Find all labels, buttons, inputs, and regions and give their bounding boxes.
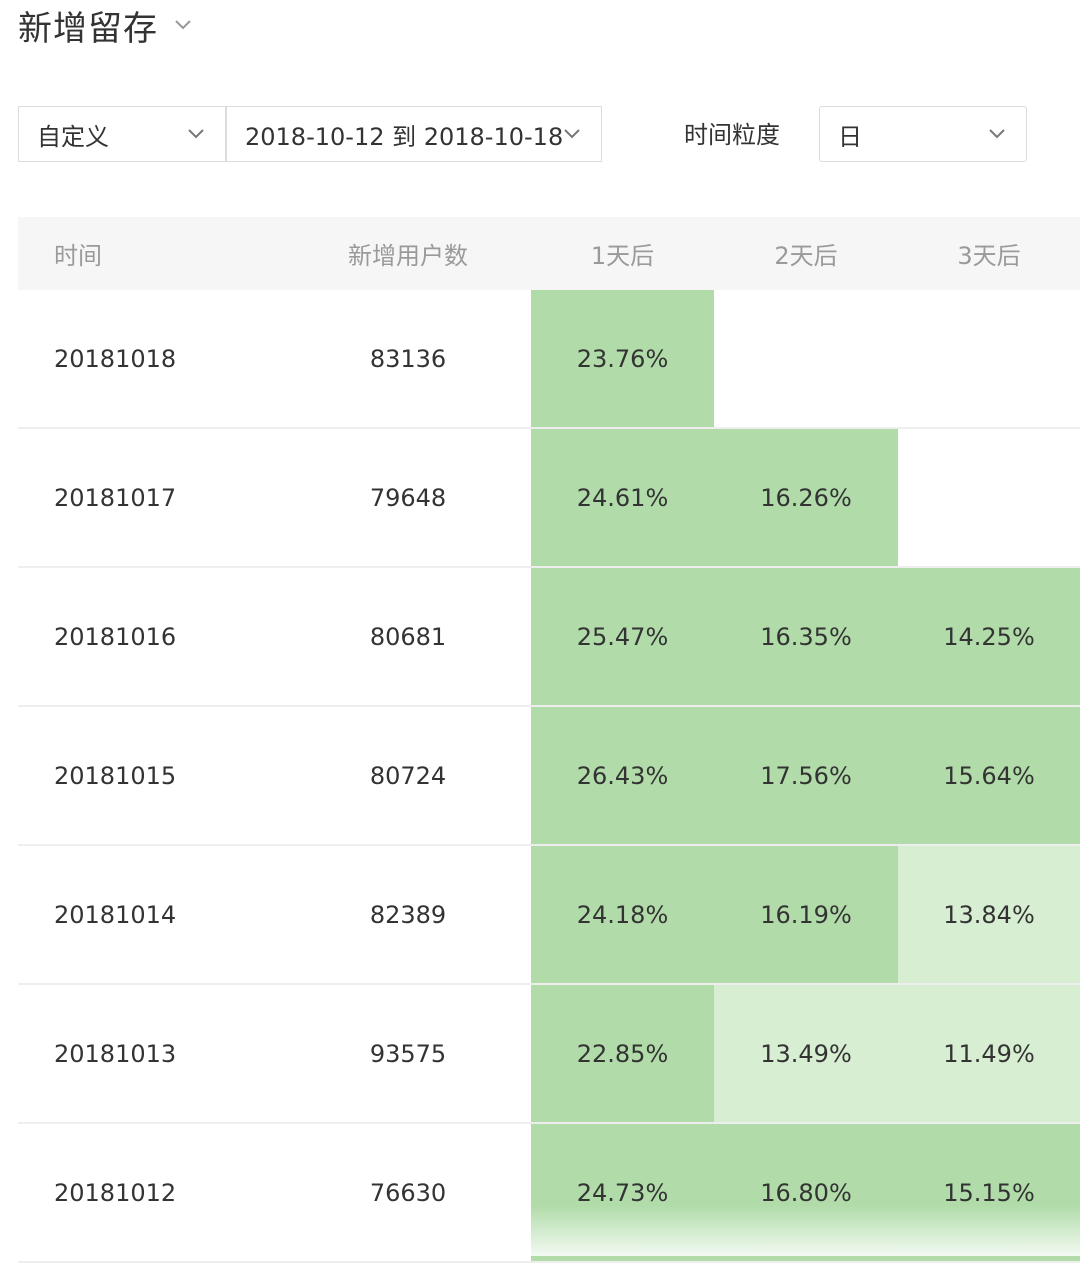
- table-row[interactable]: 20181012 76630 24.73% 16.80% 15.15%: [18, 1124, 1080, 1263]
- cell-retention-d3: 11.49%: [898, 985, 1080, 1122]
- cell-retention-d3: 15.64%: [898, 707, 1080, 844]
- range-mode-select[interactable]: 自定义: [18, 106, 226, 162]
- cell-retention-d3: 15.15%: [898, 1124, 1080, 1261]
- table-row[interactable]: 20181014 82389 24.18% 16.19% 13.84%: [18, 846, 1080, 985]
- cell-date: 20181013: [54, 1039, 177, 1068]
- cell-retention-d2: 13.49%: [714, 985, 898, 1122]
- header-day1[interactable]: 1天后: [590, 242, 655, 270]
- cell-retention-d2: [714, 290, 898, 427]
- cell-new-users: 83136: [369, 344, 447, 373]
- cell-retention-d2: 16.80%: [714, 1124, 898, 1261]
- cell-new-users: 80724: [369, 761, 447, 790]
- chevron-down-icon: [563, 124, 583, 144]
- cell-date: 20181014: [54, 900, 177, 929]
- cell-new-users: 93575: [369, 1039, 447, 1068]
- cell-retention-d1: 24.18%: [531, 846, 714, 983]
- granularity-value: 日: [838, 122, 862, 151]
- page-title: 新增留存: [18, 8, 158, 49]
- cell-date: 20181018: [54, 344, 177, 373]
- filter-bar: 自定义 2018-10-12 到 2018-10-18 时间粒度 日: [18, 106, 1078, 164]
- table-row[interactable]: 20181016 80681 25.47% 16.35% 14.25%: [18, 568, 1080, 707]
- cell-date: 20181012: [54, 1178, 177, 1207]
- cell-date: 20181016: [54, 622, 177, 651]
- header-day3[interactable]: 3天后: [957, 242, 1021, 270]
- cell-retention-d2: 17.56%: [714, 707, 898, 844]
- chevron-down-icon: [988, 124, 1008, 144]
- cell-retention-d3: 14.25%: [898, 568, 1080, 705]
- cell-retention-d2: 16.19%: [714, 846, 898, 983]
- page-header: 新增留存: [18, 0, 196, 50]
- table-row[interactable]: 20181013 93575 22.85% 13.49% 11.49%: [18, 985, 1080, 1124]
- cell-retention-d3: [898, 429, 1080, 566]
- cell-retention-d1: 26.43%: [531, 707, 714, 844]
- range-mode-value: 自定义: [37, 122, 109, 151]
- granularity-label: 时间粒度: [684, 120, 780, 149]
- table-row[interactable]: 20181015 80724 26.43% 17.56% 15.64%: [18, 707, 1080, 846]
- cell-retention-d1: 25.47%: [531, 568, 714, 705]
- cell-retention-d1: 22.85%: [531, 985, 714, 1122]
- cell-new-users: 82389: [369, 900, 447, 929]
- cell-retention-d3: 13.84%: [898, 846, 1080, 983]
- cell-new-users: 80681: [369, 622, 447, 651]
- granularity-select[interactable]: 日: [819, 106, 1027, 162]
- date-range-select[interactable]: 2018-10-12 到 2018-10-18: [226, 106, 602, 162]
- cell-retention-d1: 24.73%: [531, 1124, 714, 1261]
- cell-retention-d1: 24.61%: [531, 429, 714, 566]
- header-time[interactable]: 时间: [54, 242, 102, 270]
- chevron-down-icon: [187, 124, 207, 144]
- cell-date: 20181015: [54, 761, 177, 790]
- cell-retention-d3: [898, 290, 1080, 427]
- table-body: 20181018 83136 23.76% 20181017 79648 24.61% 16…: [18, 290, 1080, 1263]
- table-row[interactable]: 20181017 79648 24.61% 16.26%: [18, 429, 1080, 568]
- header-new-users[interactable]: 新增用户数: [348, 242, 468, 270]
- chevron-down-icon[interactable]: [174, 14, 196, 36]
- cell-retention-d2: 16.35%: [714, 568, 898, 705]
- table-row[interactable]: 20181018 83136 23.76%: [18, 290, 1080, 429]
- cell-retention-d1: 23.76%: [531, 290, 714, 427]
- header-day2[interactable]: 2天后: [774, 242, 838, 270]
- cell-new-users: 76630: [369, 1178, 447, 1207]
- retention-table: 时间 新增用户数 1天后 2天后 3天后 20181018 83136 23.76%…: [18, 217, 1080, 1263]
- cell-new-users: 79648: [369, 483, 447, 512]
- date-range-value: 2018-10-12 到 2018-10-18: [245, 122, 564, 151]
- cell-date: 20181017: [54, 483, 177, 512]
- table-header: 时间 新增用户数 1天后 2天后 3天后: [18, 217, 1080, 290]
- cell-retention-d2: 16.26%: [714, 429, 898, 566]
